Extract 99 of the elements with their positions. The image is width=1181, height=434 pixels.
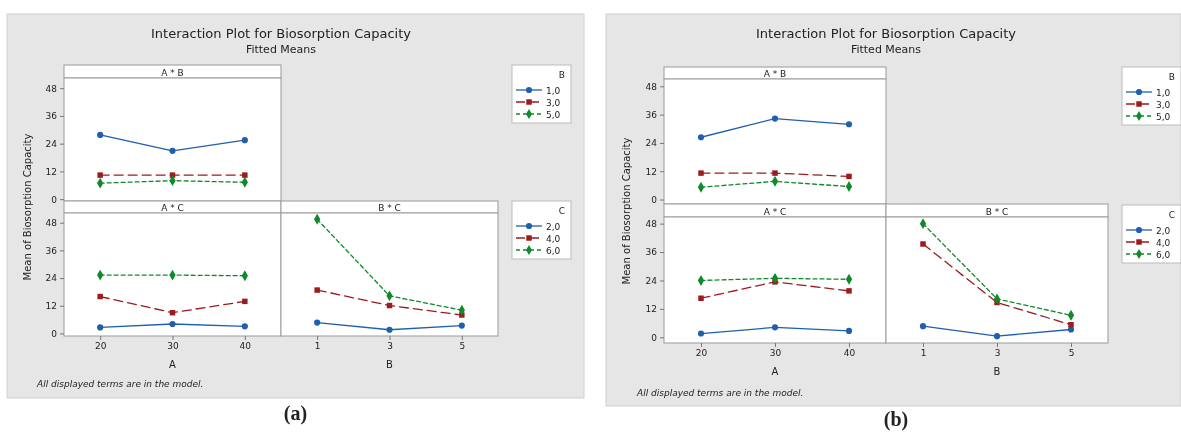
point — [845, 181, 853, 192]
legend-title: C — [1168, 210, 1175, 220]
text: A * B — [763, 68, 787, 79]
legend-label: 2,0 — [546, 221, 561, 232]
y-tick-label: 12 — [645, 304, 657, 315]
point — [241, 137, 248, 144]
x-tick-label: 5 — [459, 341, 466, 352]
point — [845, 121, 853, 128]
legend-label: 4,0 — [1156, 237, 1171, 248]
y-tick-label: 24 — [45, 139, 58, 150]
y-tick-label: 0 — [651, 332, 658, 343]
point — [697, 275, 705, 286]
chart-title: A * C — [763, 206, 787, 217]
y-tick-label: 12 — [45, 166, 57, 177]
point — [846, 173, 852, 180]
point — [845, 327, 853, 334]
x-tick-label: 20 — [695, 348, 708, 359]
point — [97, 324, 104, 331]
legend-label: 1,0 — [1156, 87, 1171, 98]
y-tick-label: 12 — [45, 301, 57, 312]
chart-title: B * C — [378, 202, 401, 213]
x-tick-label: 3 — [994, 348, 1001, 359]
point — [771, 324, 779, 331]
y-tick-label: 0 — [651, 194, 658, 205]
x-tick-label: 3 — [387, 341, 393, 352]
point — [698, 170, 704, 176]
point — [697, 134, 705, 141]
point — [697, 330, 705, 337]
legend-label: 5,0 — [546, 109, 561, 120]
x-tick-label: 30 — [769, 348, 782, 359]
legend-title: C — [558, 206, 565, 216]
y-tick-label: 48 — [645, 219, 658, 230]
y-tick-label: 36 — [45, 111, 58, 122]
text: (b) — [883, 408, 909, 431]
chart-title: Interaction Plot for Biosorption Capacity — [756, 26, 1017, 41]
point — [169, 320, 176, 328]
y-tick-label: 36 — [645, 109, 658, 120]
legend-label: 2,0 — [1156, 225, 1171, 236]
point — [698, 295, 704, 301]
x-tick-label: 40 — [239, 341, 252, 352]
point — [97, 131, 104, 138]
x-tick-label: 20 — [94, 341, 107, 352]
point — [458, 322, 465, 329]
chart-title: B * C — [985, 206, 1009, 217]
point — [771, 115, 779, 122]
point — [993, 333, 1001, 340]
y-tick-label: 48 — [45, 83, 58, 94]
x-tick-label: 1 — [920, 348, 927, 359]
x-tick-label: 40 — [843, 348, 856, 359]
y-tick-label: 36 — [45, 245, 58, 256]
chart-subtitle: Fitted Means — [850, 43, 922, 56]
y-tick-label: 24 — [645, 275, 658, 286]
point — [314, 319, 321, 326]
point — [386, 326, 393, 333]
point — [314, 287, 320, 293]
y-tick-label: 0 — [51, 328, 58, 339]
x-axis-title: B — [993, 366, 1001, 377]
chart-title: Interaction Plot for Biosorption Capacity — [151, 26, 412, 41]
point — [242, 298, 248, 305]
y-tick-label: 24 — [645, 138, 658, 149]
legend-label: 4,0 — [546, 233, 561, 244]
chart-subtitle: Fitted Means — [245, 43, 317, 56]
x-tick-label: 1 — [314, 341, 321, 352]
chart-title: A * C — [161, 202, 184, 213]
text: A * B — [161, 67, 184, 78]
text: (a) — [283, 402, 308, 425]
text: All displayed terms are in the model. — [636, 388, 804, 398]
point — [97, 172, 103, 178]
x-axis-title: B — [386, 359, 394, 370]
y-tick-label: 36 — [645, 247, 658, 258]
point — [97, 293, 103, 300]
legend-title: B — [558, 70, 565, 80]
legend-label: 3,0 — [1156, 99, 1171, 110]
point — [169, 147, 176, 154]
y-tick-label: 48 — [45, 218, 58, 229]
point — [920, 241, 926, 247]
x-tick-label: 5 — [1068, 348, 1075, 359]
y-tick-label: 0 — [51, 194, 58, 205]
legend-label: 5,0 — [1156, 111, 1171, 122]
y-tick-label: 48 — [645, 81, 658, 92]
legend-label: 6,0 — [1156, 249, 1171, 260]
y-axis-title: Mean of Biosorption Capacity — [621, 137, 632, 285]
point — [772, 170, 778, 176]
point — [1068, 322, 1074, 328]
y-tick-label: 24 — [45, 273, 58, 284]
x-axis-title: A — [169, 359, 177, 370]
y-tick-label: 12 — [645, 166, 657, 177]
point — [241, 323, 248, 330]
y-axis-title: Mean of Biosorption Capacity — [22, 133, 33, 281]
point — [919, 323, 927, 330]
legend-label: 6,0 — [546, 245, 561, 256]
x-axis-title: A — [771, 366, 779, 377]
legend-label: 1,0 — [546, 85, 561, 96]
legend-label: 3,0 — [546, 97, 561, 108]
text: All displayed terms are in the model. — [36, 379, 204, 389]
point — [242, 172, 248, 178]
legend-title: B — [1168, 72, 1175, 82]
point — [846, 288, 852, 294]
x-tick-label: 30 — [167, 341, 179, 352]
